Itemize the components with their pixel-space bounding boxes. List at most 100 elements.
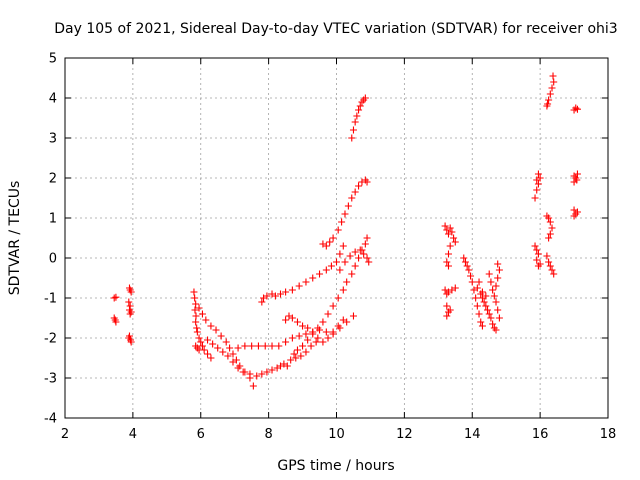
data-point: [258, 298, 266, 306]
data-point: [363, 178, 371, 186]
data-point: [546, 218, 554, 226]
x-tick-labels: 2 4 6 8 10 12 14 16 18: [61, 427, 616, 442]
data-point: [282, 316, 290, 324]
data-point: [534, 250, 542, 258]
data-point: [333, 258, 340, 266]
data-point: [489, 286, 497, 294]
data-point: [536, 174, 544, 182]
data-point: [193, 328, 201, 336]
data-point: [329, 234, 337, 242]
data-point: [468, 278, 476, 286]
x-tick-label: 16: [532, 427, 549, 442]
y-tick-label: 4: [49, 92, 57, 107]
y-tick-label: 0: [49, 252, 57, 267]
data-point: [110, 294, 118, 302]
data-point: [355, 106, 363, 114]
data-point: [531, 194, 539, 202]
data-point: [299, 322, 307, 330]
data-point: [193, 324, 201, 332]
y-tick-label: -2: [44, 332, 57, 347]
data-point: [495, 314, 503, 322]
data-point: [478, 288, 486, 296]
data-point: [263, 368, 271, 376]
data-point: [548, 224, 556, 232]
data-point: [338, 218, 346, 226]
data-point: [239, 368, 247, 376]
data-point: [570, 206, 578, 214]
data-point: [460, 254, 468, 262]
data-point: [297, 352, 305, 360]
data-point: [356, 102, 364, 110]
data-point: [290, 350, 298, 358]
data-point: [198, 310, 206, 318]
data-point: [226, 344, 234, 352]
data-point: [492, 282, 500, 290]
data-point: [322, 328, 330, 336]
data-point: [443, 258, 451, 266]
data-point: [288, 314, 296, 322]
data-point: [451, 238, 459, 246]
x-tick-label: 10: [328, 427, 345, 442]
data-point: [190, 288, 198, 296]
data-point: [314, 324, 322, 332]
data-point: [197, 338, 205, 346]
data-point: [472, 294, 480, 302]
data-point: [544, 100, 552, 108]
data-point: [295, 282, 303, 290]
data-point: [241, 342, 249, 350]
x-tick-label: 12: [396, 427, 413, 442]
data-point: [465, 266, 473, 274]
data-point: [293, 346, 301, 354]
data-point: [229, 350, 237, 358]
data-point: [341, 210, 349, 218]
data-point: [346, 252, 354, 260]
data-point: [546, 262, 554, 270]
data-point: [287, 356, 295, 364]
data-point: [343, 278, 351, 286]
data-point: [212, 326, 220, 334]
axis-ticks: [64, 57, 609, 419]
data-point: [249, 382, 257, 390]
data-point: [534, 262, 542, 270]
data-point: [533, 256, 541, 264]
data-point: [224, 352, 232, 360]
data-point: [248, 342, 256, 350]
data-point: [127, 288, 135, 296]
data-point: [573, 176, 581, 184]
data-point: [309, 274, 317, 282]
y-tick-labels: -4 -3 -2 -1 0 1 2 3 4 5: [44, 52, 57, 427]
data-point: [353, 112, 361, 120]
x-tick-label: 4: [129, 427, 137, 442]
data-point: [473, 302, 481, 310]
data-point: [531, 242, 539, 250]
x-axis-label: GPS time / hours: [277, 458, 394, 474]
data-point: [363, 254, 371, 262]
data-point: [461, 258, 469, 266]
data-point: [351, 118, 359, 126]
data-point: [550, 78, 558, 86]
data-point: [548, 266, 556, 274]
data-point: [217, 332, 225, 340]
data-point: [263, 292, 271, 300]
data-point: [545, 258, 553, 266]
data-point: [336, 266, 344, 274]
data-point: [533, 186, 541, 194]
y-tick-label: 2: [49, 172, 57, 187]
data-point: [339, 286, 347, 294]
data-point: [444, 262, 452, 270]
data-point: [344, 202, 352, 210]
data-point: [492, 298, 500, 306]
data-point: [351, 248, 359, 256]
data-point: [319, 338, 327, 346]
data-point: [112, 293, 120, 301]
data-point: [326, 238, 334, 246]
data-point: [494, 306, 502, 314]
data-point: [192, 312, 200, 320]
data-point: [268, 366, 276, 374]
data-point: [202, 316, 210, 324]
data-point: [495, 266, 503, 274]
data-point: [126, 302, 134, 310]
data-point: [363, 234, 371, 242]
data-point: [478, 322, 486, 330]
